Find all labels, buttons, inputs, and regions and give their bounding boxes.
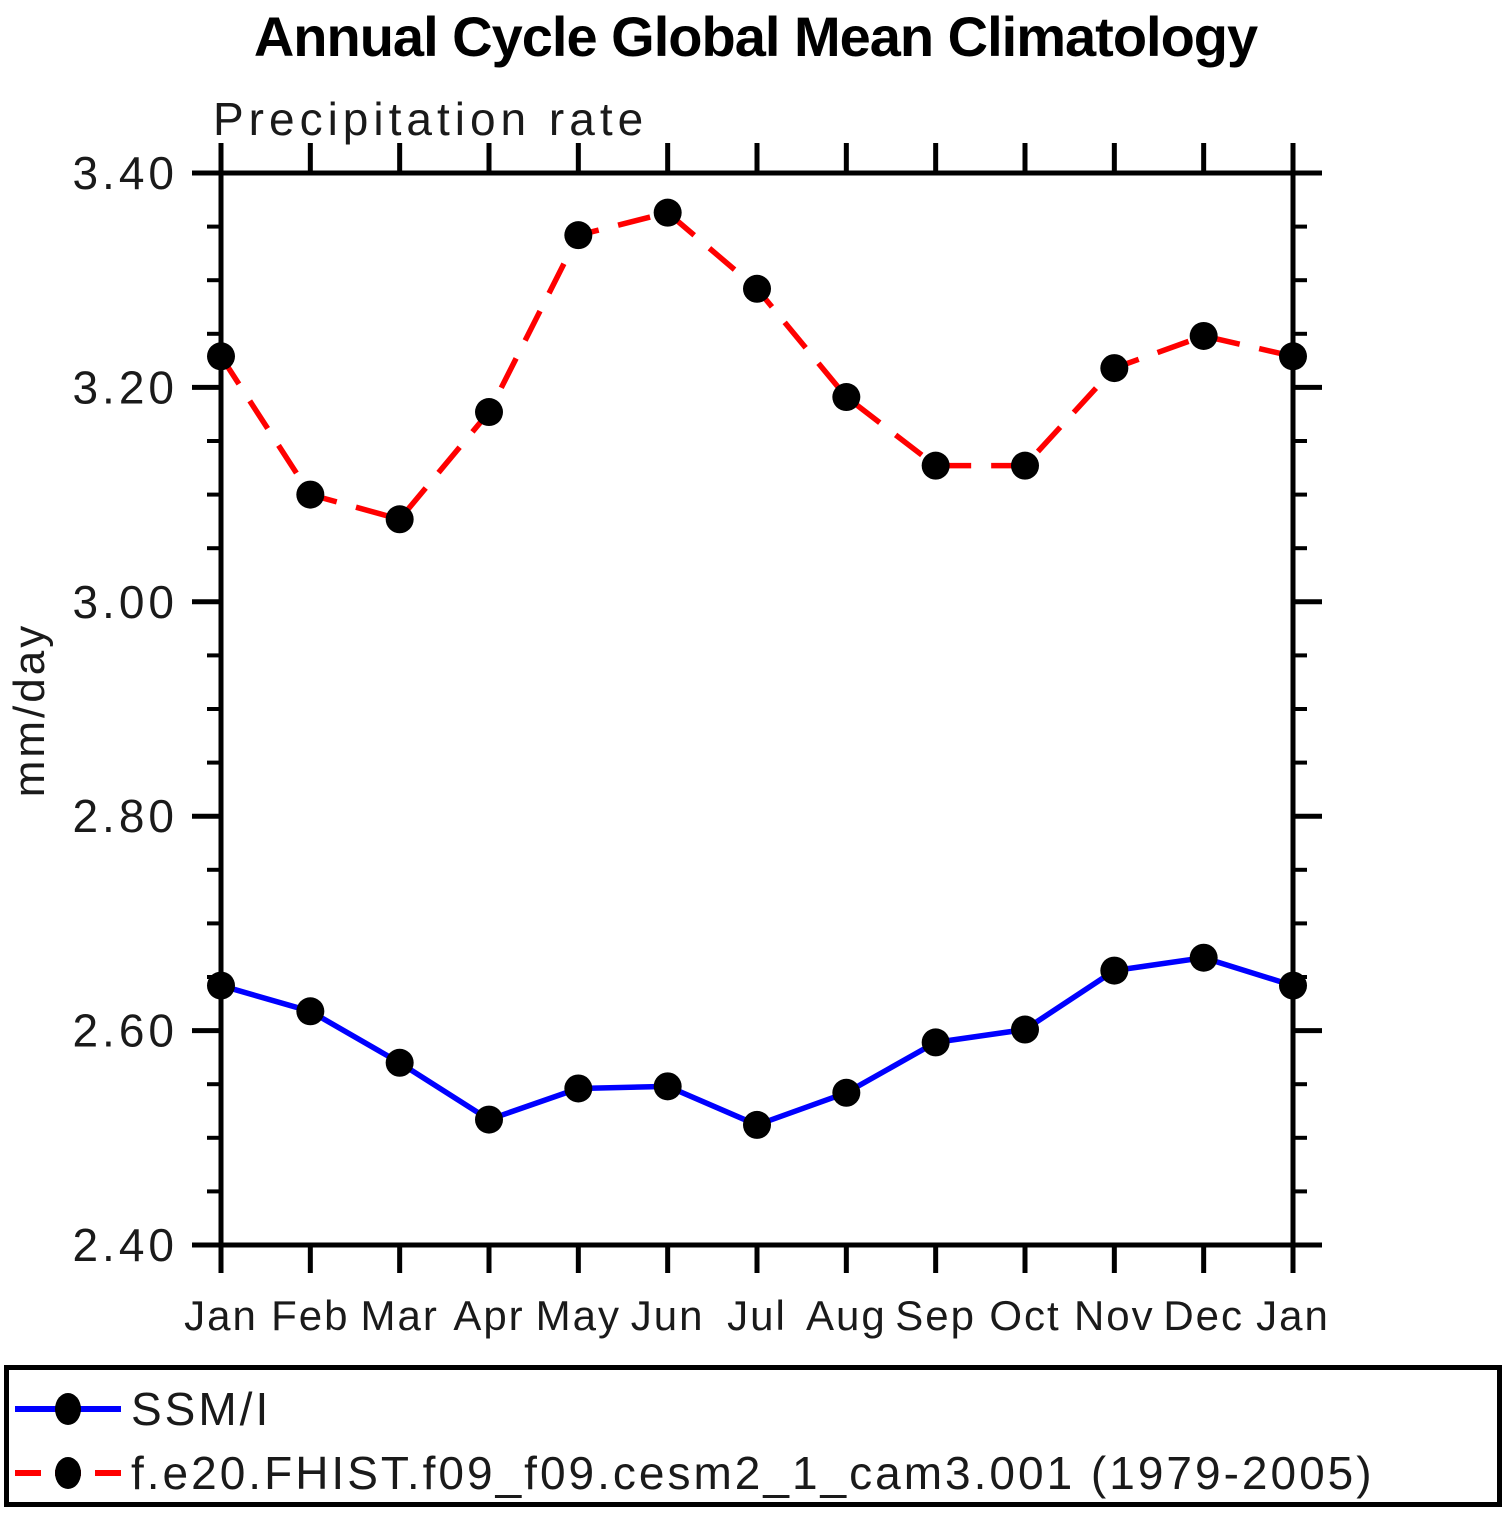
series-line-1	[218, 209, 1294, 523]
legend-label: f.e20.FHIST.f09_f09.cesm2_1_cam3.001 (19…	[131, 1447, 1375, 1499]
x-tick-label: May	[536, 1292, 621, 1339]
axes	[192, 143, 1322, 1273]
y-tick-label: 2.60	[72, 1005, 178, 1057]
chart-subtitle: Precipitation rate	[213, 93, 649, 145]
legend-line-sample	[15, 1457, 121, 1489]
series-line-0	[220, 954, 1294, 1128]
y-tick-labels: 2.40 2.60 2.80 3.00 3.20 3.40	[72, 147, 178, 1271]
data-point	[1011, 451, 1039, 480]
y-tick-label: 2.80	[72, 790, 178, 842]
x-tick-label: Jan	[184, 1292, 258, 1339]
x-tick-label: Aug	[806, 1292, 887, 1339]
legend-box: SSM/I f.e20.FHIST.f09_f09.cesm2_1_cam3.0…	[4, 1365, 1502, 1507]
data-point	[475, 398, 503, 427]
legend-item-ssmi: SSM/I	[9, 1383, 271, 1435]
data-point	[385, 505, 414, 534]
data-point	[296, 480, 325, 509]
data-point	[921, 1028, 950, 1057]
data-point	[743, 1110, 771, 1139]
y-tick-label: 3.20	[72, 361, 178, 413]
x-tick-label: Oct	[989, 1292, 1060, 1339]
legend-line-sample	[15, 1393, 121, 1425]
data-point	[832, 1078, 861, 1107]
data-point	[1011, 1015, 1039, 1044]
data-point	[1189, 321, 1218, 350]
data-point	[1100, 354, 1129, 383]
x-tick-label: Apr	[453, 1292, 524, 1339]
data-point	[385, 1048, 414, 1077]
data-point	[207, 971, 235, 1000]
data-point	[564, 221, 593, 250]
data-point	[653, 1072, 682, 1101]
y-tick-label: 3.40	[72, 147, 178, 199]
data-point	[832, 383, 861, 412]
x-tick-label: Mar	[360, 1292, 438, 1339]
y-tick-label: 3.00	[72, 576, 178, 628]
data-point	[207, 342, 235, 371]
data-point	[1100, 956, 1129, 985]
x-tick-labels: Jan Feb Mar Apr May Jun Jul Aug Sep Oct Nov Dec Jan	[184, 1292, 1330, 1339]
data-point	[564, 1074, 593, 1103]
legend-label: SSM/I	[131, 1383, 272, 1435]
data-point	[1279, 971, 1307, 1000]
x-tick-label: Jul	[727, 1292, 787, 1339]
data-point	[743, 274, 771, 303]
axis-ticks	[192, 143, 1322, 1273]
data-series	[207, 198, 1307, 1139]
data-point	[1189, 943, 1218, 972]
x-tick-label: Nov	[1074, 1292, 1155, 1339]
chart-title: Annual Cycle Global Mean Climatology	[253, 5, 1258, 68]
x-tick-label: Sep	[895, 1292, 976, 1339]
data-point	[921, 451, 950, 480]
data-point	[1279, 342, 1307, 371]
data-point	[653, 198, 682, 227]
x-tick-label: Jan	[1256, 1292, 1330, 1339]
y-tick-label: 2.40	[72, 1219, 178, 1271]
data-point	[475, 1105, 503, 1134]
x-tick-label: Dec	[1163, 1292, 1244, 1339]
legend-item-model: f.e20.FHIST.f09_f09.cesm2_1_cam3.001 (19…	[9, 1447, 1375, 1499]
x-tick-label: Feb	[271, 1292, 349, 1339]
x-tick-label: Jun	[631, 1292, 705, 1339]
plot-area: 2.40 2.60 2.80 3.00 3.20 3.40 Jan Feb Mar Apr May…	[72, 143, 1330, 1339]
data-point	[296, 997, 325, 1026]
